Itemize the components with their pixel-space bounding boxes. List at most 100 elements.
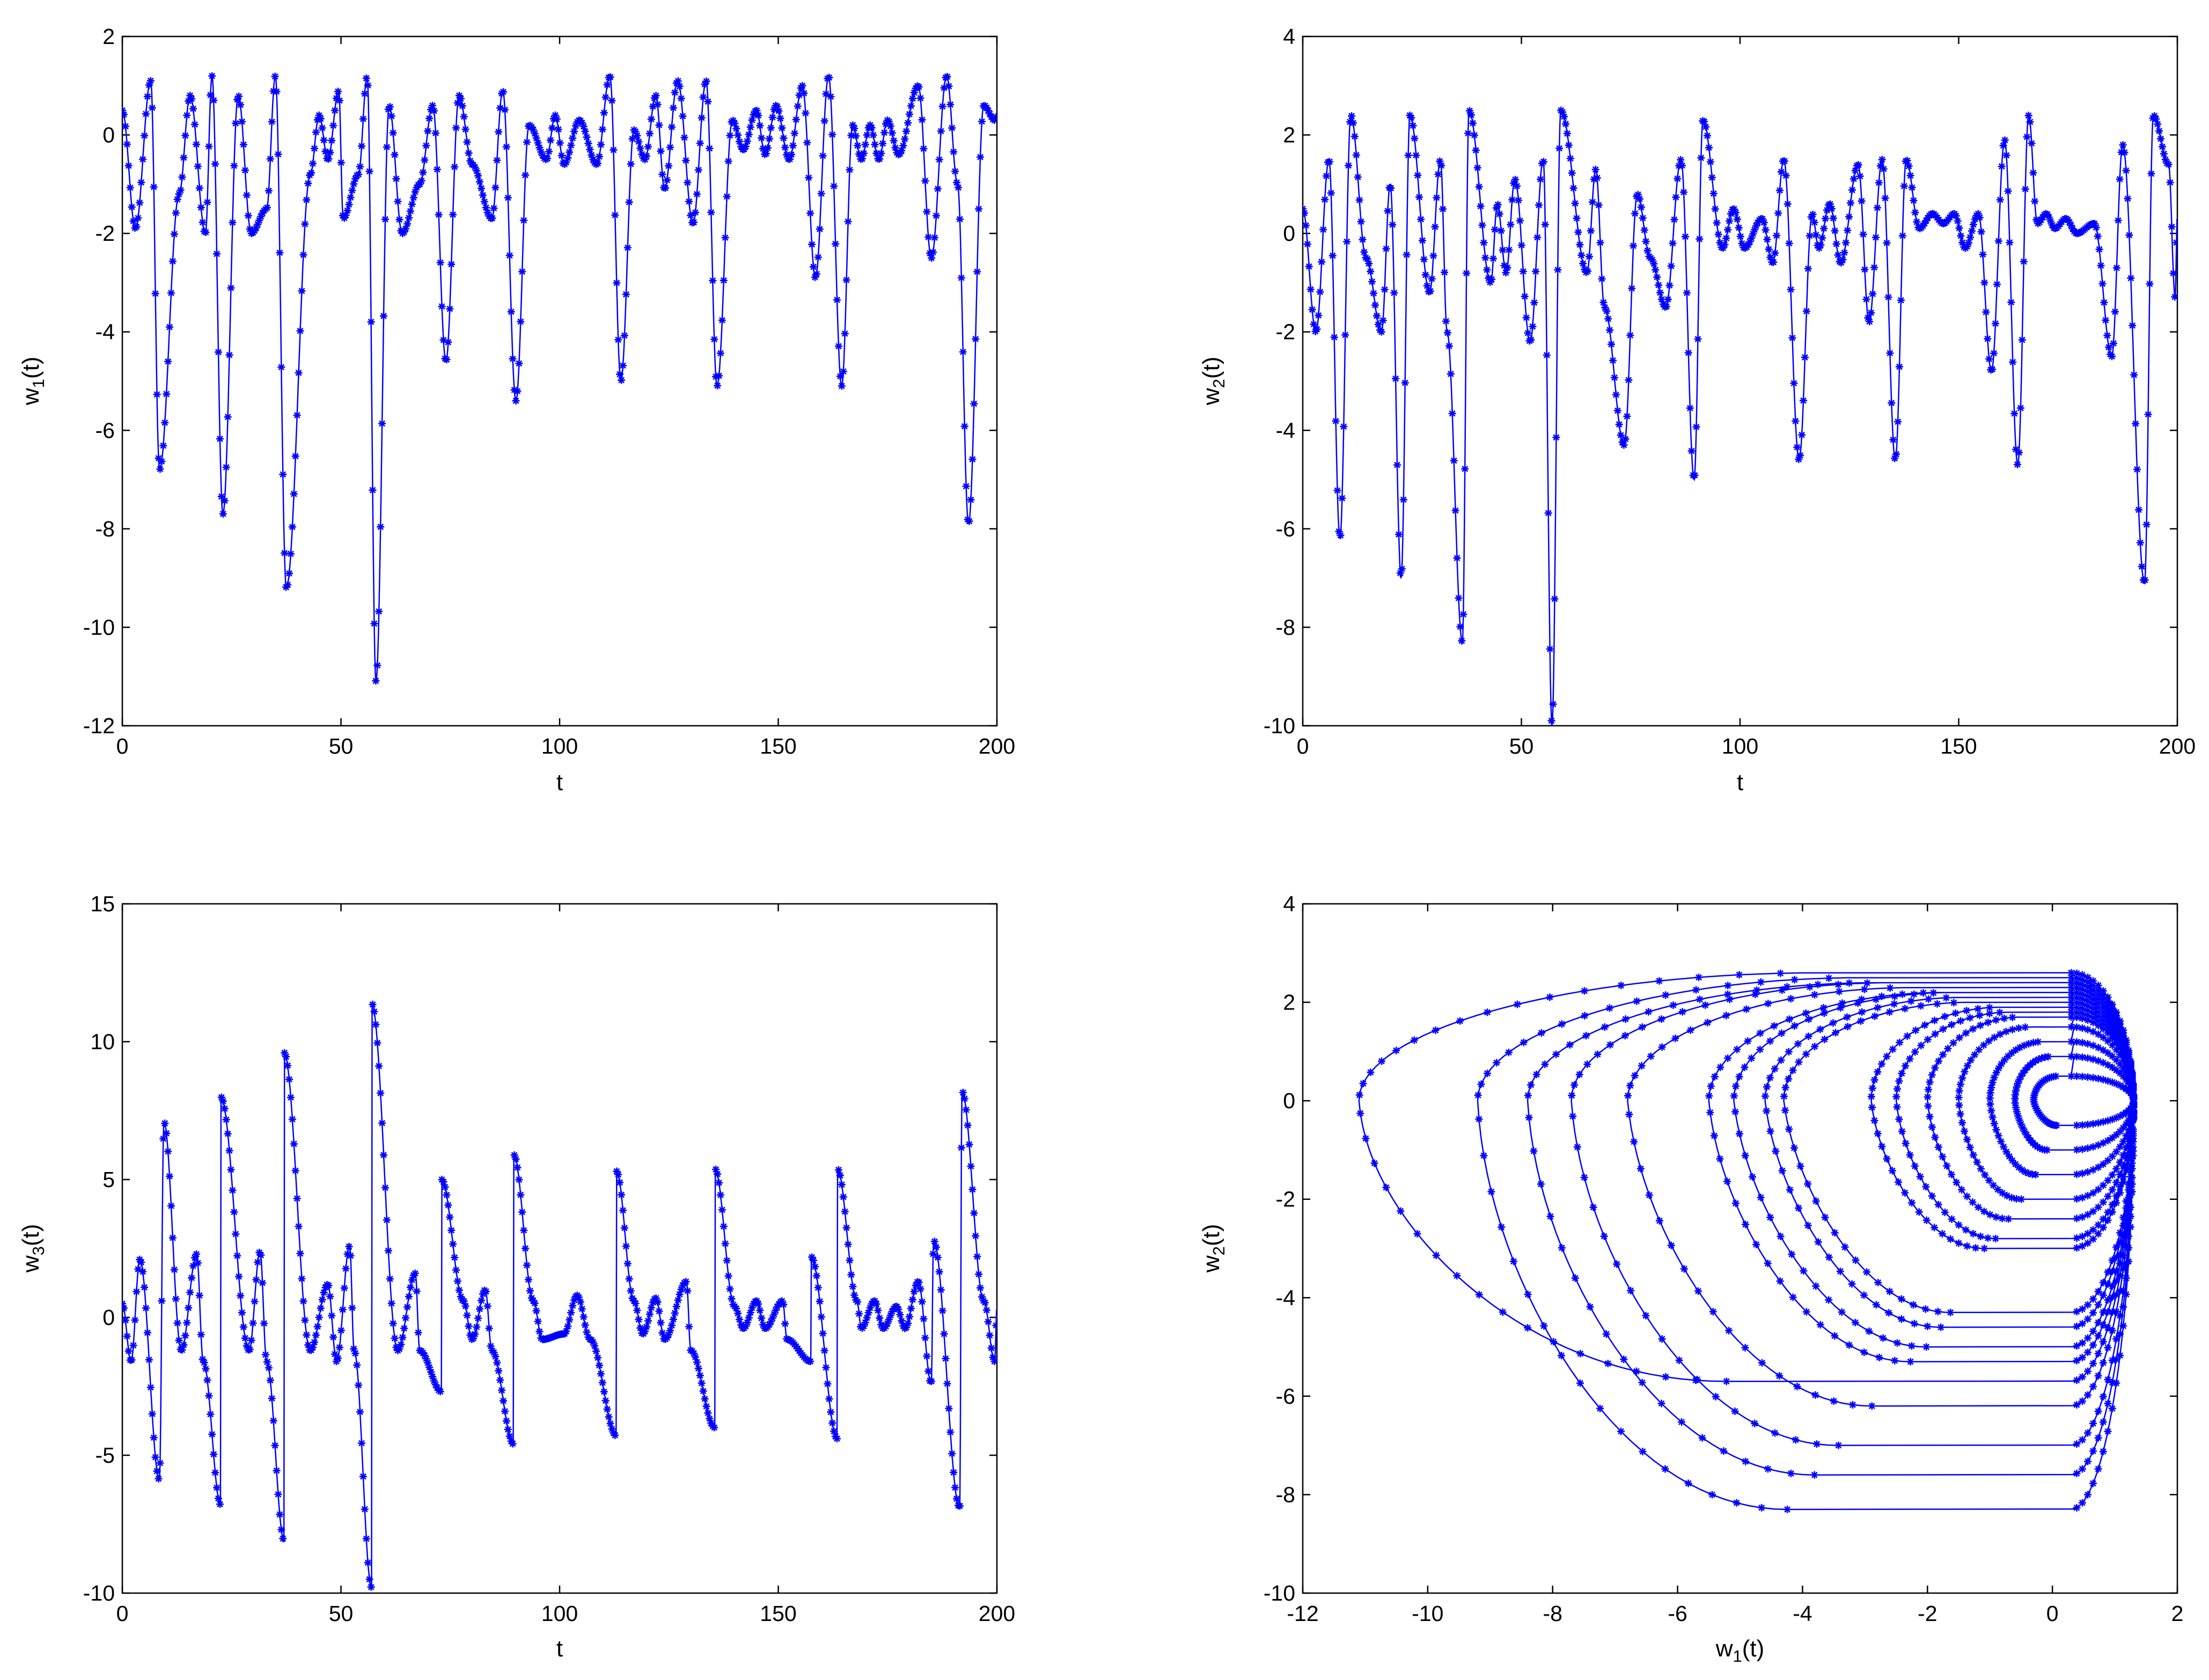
data-point bbox=[365, 1574, 374, 1584]
data-point bbox=[1765, 1073, 1775, 1082]
data-point bbox=[595, 1361, 604, 1370]
data-point bbox=[1549, 1337, 1558, 1346]
data-point bbox=[1979, 1244, 1989, 1253]
data-point bbox=[716, 1190, 725, 1200]
data-point bbox=[1925, 1078, 1934, 1087]
data-point bbox=[237, 1308, 247, 1317]
data-point bbox=[1756, 1028, 1765, 1038]
data-point bbox=[1969, 1151, 1978, 1160]
data-point bbox=[601, 1396, 610, 1405]
data-point bbox=[1786, 285, 1795, 294]
data-point bbox=[181, 1331, 190, 1340]
data-point bbox=[1759, 218, 1768, 227]
data-point bbox=[861, 140, 870, 149]
data-point bbox=[987, 1343, 996, 1353]
data-point bbox=[1890, 1356, 1899, 1365]
data-point bbox=[184, 1303, 193, 1313]
y-tick-label: 0 bbox=[1283, 221, 1295, 246]
data-point bbox=[1741, 1343, 1750, 1352]
data-point bbox=[483, 1301, 493, 1311]
data-point bbox=[143, 92, 152, 101]
data-point bbox=[634, 137, 643, 146]
data-point bbox=[450, 162, 459, 172]
data-point bbox=[1580, 1011, 1589, 1020]
data-point bbox=[1703, 1018, 1712, 1027]
data-point bbox=[1333, 486, 1342, 495]
data-point bbox=[1706, 1108, 1715, 1117]
data-point bbox=[2072, 1072, 2081, 1081]
data-point bbox=[944, 82, 953, 91]
data-point bbox=[2126, 274, 2135, 283]
data-point bbox=[1575, 240, 1584, 249]
data-point bbox=[519, 1226, 529, 1235]
data-point bbox=[1471, 145, 1480, 155]
data-point bbox=[157, 1296, 166, 1306]
data-point bbox=[813, 253, 823, 262]
data-point bbox=[1797, 430, 1807, 440]
data-point bbox=[1359, 1079, 1368, 1088]
data-point bbox=[732, 124, 741, 134]
data-point bbox=[1539, 157, 1548, 166]
data-point bbox=[366, 317, 376, 327]
data-point bbox=[1751, 1240, 1761, 1249]
data-point bbox=[842, 275, 851, 285]
data-point bbox=[311, 128, 321, 137]
data-point bbox=[807, 240, 817, 249]
data-point bbox=[204, 1391, 214, 1401]
data-point bbox=[1793, 1039, 1803, 1049]
data-point bbox=[220, 496, 230, 505]
data-point bbox=[1608, 356, 1618, 365]
data-point bbox=[2111, 1147, 2121, 1156]
data-point bbox=[163, 357, 173, 366]
data-point bbox=[1865, 317, 1874, 326]
data-point bbox=[837, 381, 847, 390]
data-point bbox=[1684, 348, 1693, 358]
data-point bbox=[825, 1394, 834, 1404]
data-point bbox=[388, 1319, 398, 1328]
data-point bbox=[582, 132, 591, 142]
data-point bbox=[451, 1265, 461, 1275]
data-point bbox=[955, 1501, 965, 1510]
data-point bbox=[845, 1256, 854, 1265]
data-point bbox=[200, 1358, 209, 1367]
data-point bbox=[2030, 196, 2039, 206]
data-point bbox=[949, 1468, 958, 1477]
data-point bbox=[1408, 121, 1418, 130]
data-point bbox=[1575, 1379, 1585, 1388]
data-point bbox=[203, 197, 212, 207]
data-point bbox=[218, 509, 228, 519]
data-point bbox=[179, 1340, 188, 1350]
data-point bbox=[1460, 464, 1470, 474]
data-point bbox=[840, 1207, 849, 1217]
data-point bbox=[473, 171, 483, 181]
data-point bbox=[1933, 1307, 1943, 1316]
data-point bbox=[1493, 200, 1503, 209]
data-point bbox=[1593, 1050, 1602, 1059]
data-point bbox=[2137, 562, 2147, 571]
data-point bbox=[274, 1490, 283, 1499]
data-point bbox=[203, 1375, 212, 1385]
data-point bbox=[724, 157, 733, 166]
data-point bbox=[1830, 1228, 1839, 1237]
data-point bbox=[1671, 193, 1680, 202]
data-point bbox=[1819, 1008, 1829, 1018]
data-point bbox=[380, 215, 390, 224]
data-point bbox=[1790, 1021, 1799, 1030]
data-point bbox=[2111, 1242, 2121, 1252]
data-point bbox=[1874, 178, 1884, 188]
data-point bbox=[1710, 1072, 1720, 1081]
data-point bbox=[1695, 994, 1705, 1004]
data-point bbox=[443, 1200, 453, 1210]
data-point bbox=[1741, 1151, 1750, 1160]
data-point bbox=[2031, 1170, 2041, 1180]
data-point bbox=[1796, 1161, 1805, 1171]
data-point bbox=[922, 1352, 931, 1361]
data-point bbox=[1487, 275, 1496, 284]
data-point bbox=[826, 1408, 835, 1417]
data-point bbox=[1987, 364, 1997, 374]
data-point bbox=[2072, 1022, 2081, 1032]
data-point bbox=[530, 1299, 540, 1308]
data-point bbox=[1702, 131, 1712, 141]
data-point bbox=[336, 1326, 346, 1335]
data-point bbox=[843, 217, 853, 226]
